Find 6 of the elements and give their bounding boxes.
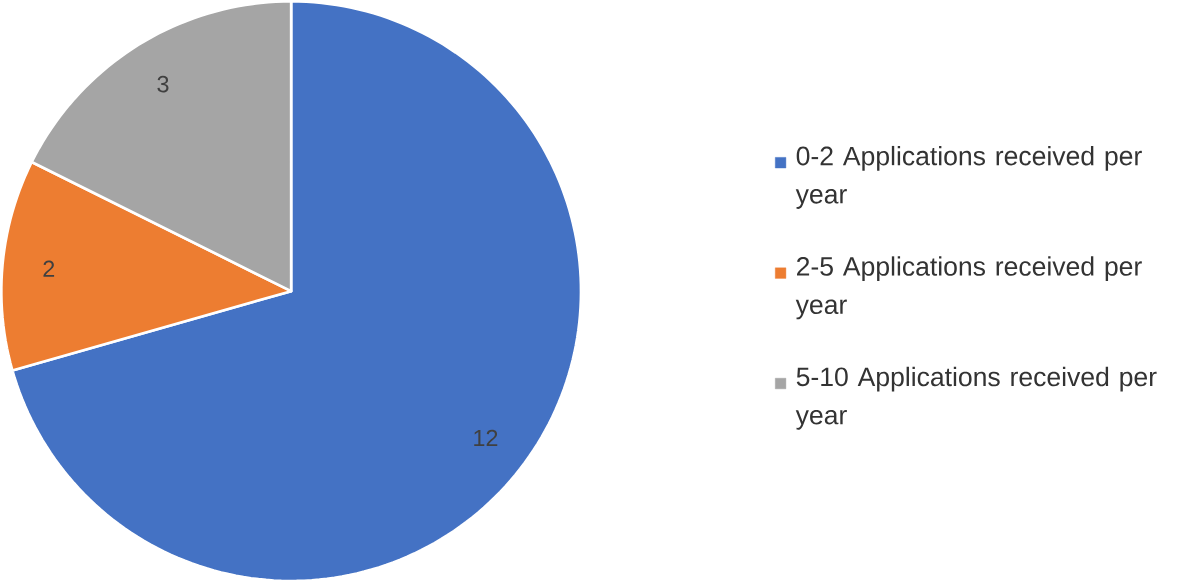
legend-label: 2-5 Applications received per year: [795, 256, 1142, 320]
data-label: 2: [43, 260, 55, 277]
legend-label: 5-10 Applications received per year: [795, 366, 1157, 430]
data-label: 12: [474, 429, 498, 446]
data-label: 3: [157, 75, 169, 93]
legend-label: 0-2 Applications received per year: [795, 145, 1142, 209]
